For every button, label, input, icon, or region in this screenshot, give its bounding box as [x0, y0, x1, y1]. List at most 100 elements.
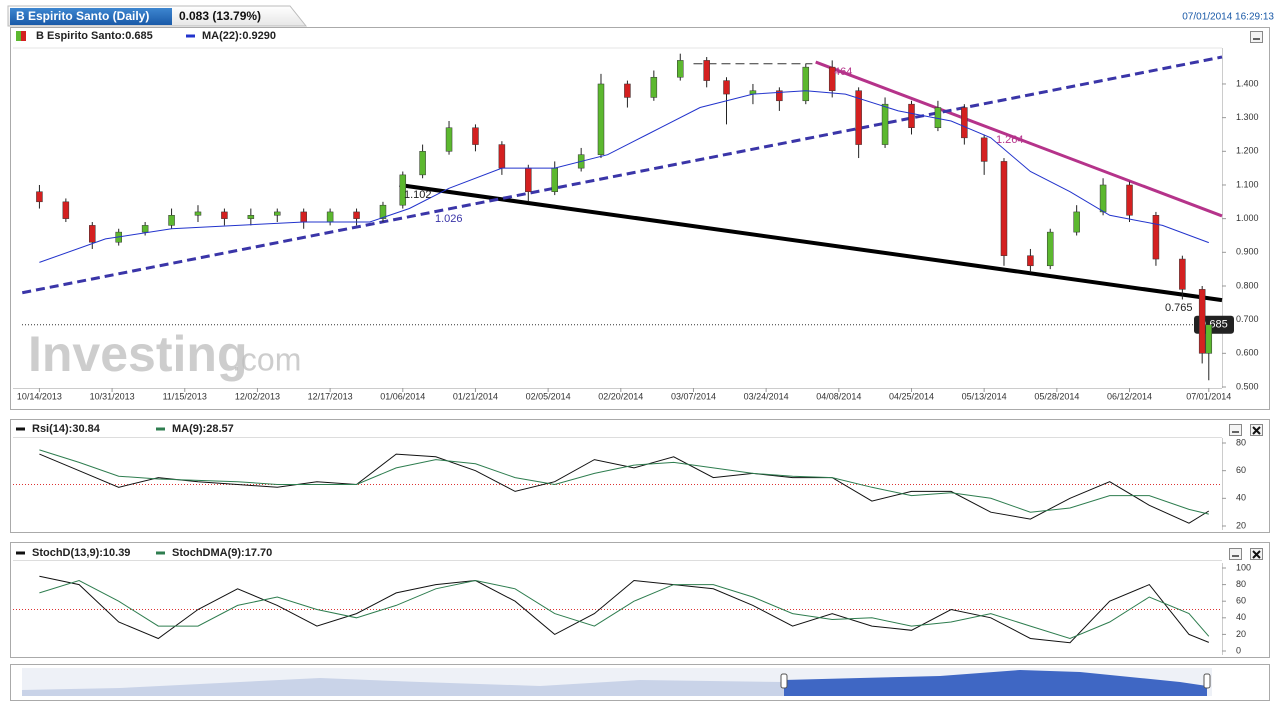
candle-body	[776, 90, 783, 102]
candle-body	[498, 144, 506, 169]
candle-body	[1152, 215, 1160, 260]
y-tick-label: 20	[1236, 520, 1246, 530]
legend-label: MA(22):0.9290	[202, 30, 276, 42]
y-tick-label: 80	[1236, 579, 1246, 589]
candle-body	[677, 60, 684, 78]
trendline	[399, 182, 1223, 303]
candle-body	[168, 215, 175, 226]
y-tick-label: 0.800	[1236, 280, 1259, 290]
candle-body	[1205, 324, 1213, 354]
candle-body	[525, 167, 532, 192]
y-tick-label: 0.700	[1236, 314, 1259, 324]
y-tick-label: 20	[1236, 629, 1246, 639]
candle-body	[551, 167, 558, 192]
candle-body	[194, 211, 202, 216]
annotation: 0.765	[1165, 302, 1193, 314]
timestamp: 07/01/2014 16:29:13	[1182, 12, 1274, 23]
candle-body	[1179, 258, 1186, 290]
watermark-brand: Investing	[28, 326, 247, 382]
legend-label: MA(9):28.57	[172, 423, 234, 435]
candle-body	[89, 225, 96, 243]
candle-body	[723, 80, 730, 95]
x-tick-label: 07/01/2014	[1186, 391, 1231, 401]
y-tick-label: 1.300	[1236, 112, 1259, 122]
candle-body	[703, 60, 710, 81]
x-tick-label: 02/05/2014	[526, 391, 571, 401]
y-tick-label: 40	[1236, 612, 1246, 622]
candle-body	[353, 211, 360, 219]
legend-swatch	[16, 31, 21, 41]
candle-body	[881, 103, 889, 145]
trendline	[21, 55, 1223, 295]
candle-body	[650, 76, 658, 98]
indicator-line	[39, 449, 1209, 515]
navigator-handle[interactable]	[1203, 673, 1211, 689]
candle-body	[961, 107, 968, 139]
candle-body	[274, 211, 281, 216]
x-tick-label: 03/24/2014	[744, 391, 789, 401]
legend-swatch	[156, 427, 165, 431]
button-icon	[1252, 426, 1261, 435]
minimize-button[interactable]	[1229, 548, 1242, 560]
x-tick-label: 10/14/2013	[17, 391, 62, 401]
candle-body	[300, 211, 307, 223]
button-icon	[1252, 550, 1261, 559]
annotation: 1.102	[404, 189, 432, 201]
candle-body	[980, 137, 988, 162]
x-tick-label: 01/06/2014	[380, 391, 425, 401]
candle-body	[1099, 184, 1107, 213]
legend-label: B Espirito Santo:0.685	[36, 30, 153, 42]
candle-body	[908, 103, 915, 128]
candle-body	[221, 211, 228, 219]
x-tick-label: 02/20/2014	[598, 391, 643, 401]
candle-body	[1198, 289, 1206, 354]
y-tick-label: 60	[1236, 465, 1246, 475]
candle-body	[247, 215, 255, 219]
candle-body	[472, 127, 479, 145]
x-tick-label: 11/15/2013	[163, 391, 207, 401]
x-tick-label: 03/07/2014	[671, 391, 716, 401]
x-tick-label: 12/02/2013	[235, 391, 280, 401]
y-tick-label: 0.500	[1236, 381, 1259, 391]
x-tick-label: 04/08/2014	[816, 391, 861, 401]
indicator-line	[39, 579, 1210, 640]
navigator-handle[interactable]	[780, 673, 788, 689]
x-tick-label: 04/25/2014	[889, 391, 934, 401]
title-tab[interactable]	[10, 8, 172, 25]
y-tick-label: 40	[1236, 493, 1246, 503]
candle-body	[326, 211, 334, 223]
y-tick-label: 60	[1236, 596, 1246, 606]
y-tick-label: 1.000	[1236, 213, 1259, 223]
minimize-button[interactable]	[1250, 31, 1263, 43]
candle-body	[419, 151, 426, 176]
annotation: 464	[834, 66, 852, 78]
trendline	[815, 60, 1223, 218]
y-tick-label: 0	[1236, 645, 1241, 655]
legend-swatch	[16, 551, 25, 555]
legend-label: StochDMA(9):17.70	[172, 547, 272, 559]
candle-body	[36, 191, 43, 203]
legend-label: Rsi(14):30.84	[32, 423, 101, 435]
y-tick-label: 1.100	[1236, 179, 1259, 189]
candle-body	[399, 174, 407, 206]
legend-label: StochD(13,9):10.39	[32, 547, 130, 559]
candle-body	[1126, 184, 1133, 216]
x-tick-label: 12/17/2013	[308, 391, 353, 401]
x-tick-label: 05/13/2014	[962, 391, 1007, 401]
candle-body	[1000, 161, 1008, 256]
annotation: 1.264	[996, 134, 1024, 146]
change: 0.083 (13.79%)	[179, 9, 261, 23]
x-tick-label: 10/31/2013	[90, 391, 135, 401]
ma-line	[39, 90, 1209, 263]
legend-swatch	[21, 31, 26, 41]
annotation: 1.026	[435, 213, 463, 225]
navigator-history	[22, 678, 784, 696]
navigator-selection	[784, 670, 1207, 696]
x-tick-label: 01/21/2014	[453, 391, 498, 401]
watermark-suffix: .com	[232, 341, 301, 377]
candle-body	[802, 66, 810, 102]
stoch-panel	[10, 542, 1270, 658]
minimize-button[interactable]	[1229, 424, 1242, 436]
candle-body	[624, 83, 631, 98]
candle-body	[1027, 255, 1034, 267]
